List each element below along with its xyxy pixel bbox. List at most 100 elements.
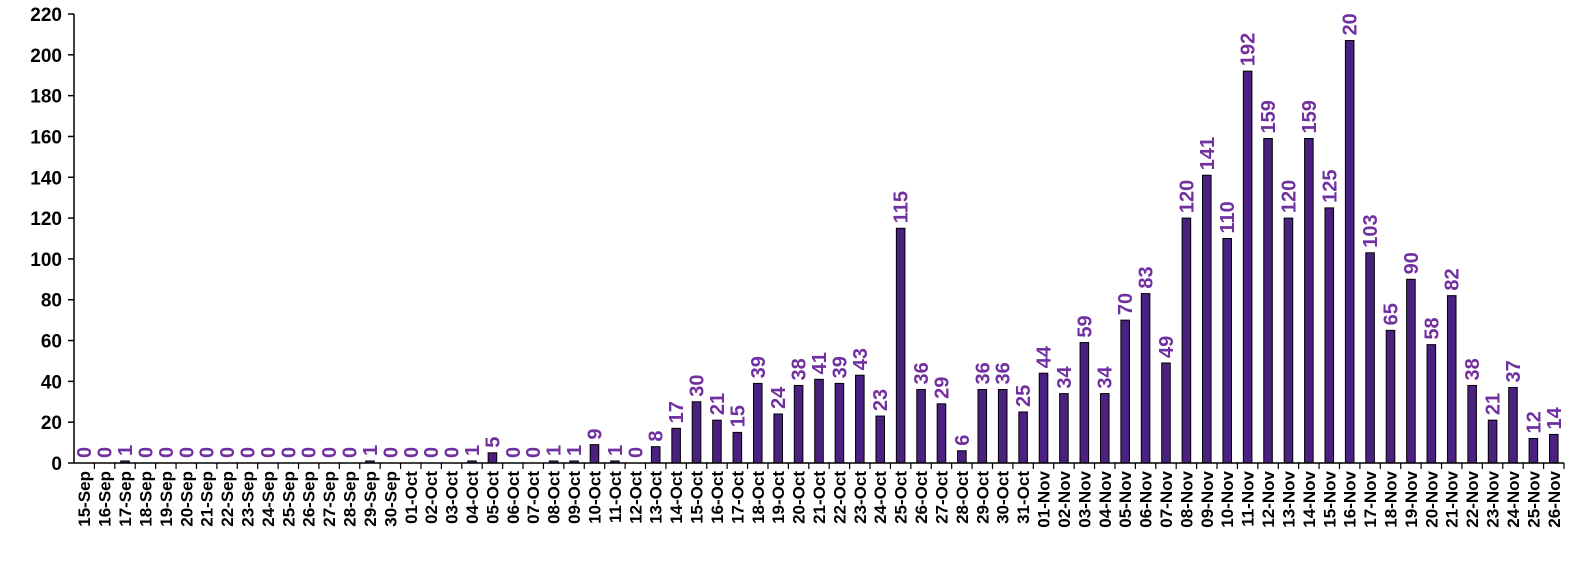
data-label: 0 (442, 447, 464, 458)
x-tick-label: 11-Nov (1239, 470, 1258, 526)
y-tick-label: 40 (41, 372, 62, 393)
x-tick-label: 22-Nov (1463, 470, 1482, 527)
x-tick-label: 26-Nov (1545, 470, 1564, 527)
y-tick-label: 200 (30, 46, 62, 67)
data-label: 0 (176, 447, 198, 458)
data-label: 0 (197, 447, 219, 458)
y-tick-label: 120 (30, 209, 62, 230)
x-tick-label: 27-Oct (932, 471, 951, 524)
data-label: 1 (564, 445, 586, 456)
x-tick-label: 09-Oct (565, 471, 584, 524)
bar (732, 431, 743, 464)
data-label: 115 (891, 191, 913, 223)
data-label: 0 (319, 447, 341, 458)
bar (1304, 137, 1314, 464)
x-tick-label: 22-Oct (830, 471, 849, 524)
bar (773, 413, 783, 464)
x-tick-label: 27-Sep (320, 471, 339, 527)
bar (650, 446, 661, 464)
x-tick-label: 18-Nov (1382, 470, 1401, 527)
data-label: 0 (523, 447, 545, 458)
x-tick-label: 14-Nov (1300, 470, 1319, 527)
data-label: 36 (993, 362, 1015, 384)
x-tick-label: 14-Oct (667, 471, 686, 524)
data-label: 159 (1258, 100, 1280, 133)
bar (1406, 278, 1416, 464)
y-axis: 0 20 40 60 80 100 120 140 160 180 200 220 (30, 5, 75, 475)
x-tick-label: 16-Oct (708, 471, 727, 524)
data-label: 30 (687, 375, 709, 397)
bar (1079, 342, 1090, 464)
x-tick-label: 30-Sep (381, 471, 400, 527)
bar (1202, 174, 1212, 464)
x-tick-label: 01-Oct (402, 471, 421, 524)
data-label: 41 (809, 352, 831, 374)
x-tick-label: 17-Nov (1361, 470, 1380, 527)
x-tick-label: 21-Sep (198, 471, 217, 527)
data-label: 8 (646, 431, 668, 442)
data-label: 0 (237, 447, 259, 458)
x-tick-label: 19-Sep (157, 471, 176, 527)
data-label: 58 (1421, 317, 1443, 339)
x-tick-label: 19-Nov (1402, 470, 1421, 527)
data-label: 0 (625, 447, 647, 458)
data-label: 0 (217, 447, 239, 458)
x-tick-label: 25-Oct (892, 471, 911, 524)
data-label: 59 (1074, 315, 1096, 337)
y-tick-label: 80 (41, 291, 62, 312)
data-label: 83 (1136, 266, 1158, 288)
bar (793, 384, 804, 464)
bar (589, 444, 600, 464)
data-label: 9 (584, 429, 606, 440)
bar (855, 374, 865, 464)
data-label: 141 (1197, 137, 1219, 170)
x-tick-label: 17-Oct (728, 471, 747, 524)
data-label: 43 (850, 348, 872, 370)
x-tick-label: 21-Nov (1443, 470, 1462, 527)
data-label: 29 (931, 377, 953, 399)
x-tick-label: 15-Nov (1320, 470, 1339, 527)
x-tick-label: 05-Nov (1116, 470, 1135, 527)
bar (1140, 293, 1151, 464)
bar (752, 382, 763, 464)
x-tick-label: 30-Oct (994, 471, 1013, 524)
x-tick-label: 06-Oct (504, 471, 523, 524)
bar (1242, 70, 1253, 464)
x-tick-label: 15-Oct (688, 471, 707, 524)
bar (1018, 411, 1028, 464)
y-tick-label: 60 (41, 332, 62, 353)
y-tick-label: 180 (30, 87, 62, 108)
data-label: 21 (1483, 393, 1505, 415)
data-label: 5 (482, 437, 504, 448)
data-label: 82 (1442, 268, 1464, 290)
data-label: 6 (952, 435, 974, 446)
data-labels: 0010000000000010000150011910817302115392… (74, 13, 1566, 458)
bar (1467, 384, 1477, 464)
data-label: 0 (340, 447, 362, 458)
x-tick-label: 24-Oct (871, 471, 890, 524)
x-tick-label: 12-Nov (1259, 470, 1278, 527)
x-tick-label: 18-Sep (136, 471, 155, 527)
bar (487, 452, 498, 464)
x-tick-label: 28-Oct (953, 471, 972, 524)
x-tick-label: 12-Oct (626, 471, 645, 524)
x-tick-label: 20-Nov (1422, 470, 1441, 527)
bar (1324, 207, 1335, 464)
y-tick-label: 0 (51, 454, 62, 475)
y-tick-label: 100 (30, 250, 62, 271)
data-label: 1 (115, 445, 137, 456)
x-axis: 15-Sep 16-Sep 17-Sep 18-Sep 19-Sep 20-Sep 21-S… (74, 462, 1565, 528)
x-tick-label: 07-Oct (524, 471, 543, 524)
data-label: 25 (1013, 385, 1035, 407)
data-label: 44 (1034, 345, 1056, 368)
data-label: 0 (95, 447, 117, 458)
data-label: 0 (135, 447, 157, 458)
data-label: 1 (544, 445, 566, 456)
data-label: 0 (74, 447, 96, 458)
data-label: 14 (1544, 406, 1566, 429)
data-label: 21 (707, 393, 729, 415)
bar (1181, 217, 1192, 464)
bar (814, 378, 824, 464)
bar (1365, 252, 1375, 464)
bar (1059, 393, 1069, 464)
